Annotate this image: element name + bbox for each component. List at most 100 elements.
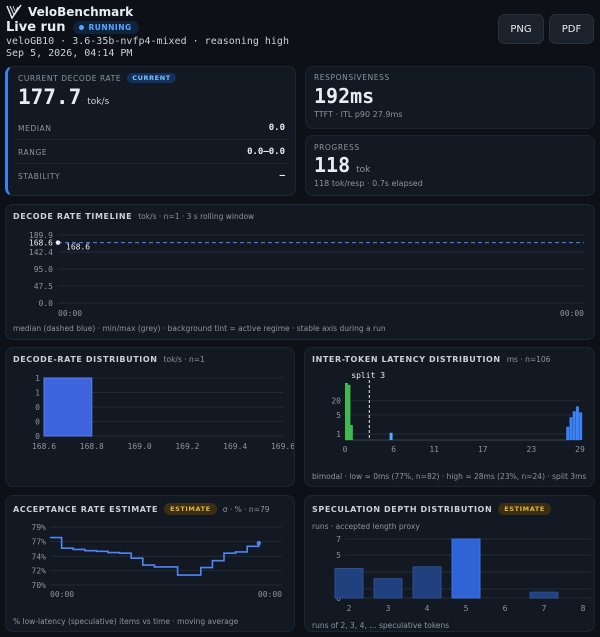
decode-card-title: CURRENT DECODE RATE [18, 73, 122, 83]
progress-value: 118 [314, 153, 351, 177]
acceptance-meta: σ · % · n=79 [222, 504, 270, 514]
timeline-footer: median (dashed blue) · min/max (grey) · … [13, 324, 386, 333]
x-tick-label: 3 [386, 604, 391, 613]
depth-bar [412, 566, 442, 599]
current-badge: CURRENT [127, 73, 176, 83]
depth-bar [334, 568, 364, 599]
itl-bar [389, 432, 393, 440]
itl-distribution-card: INTER-TOKEN LATENCY DISTRIBUTION ms · n=… [304, 347, 595, 487]
x-tick-label: 8 [581, 604, 586, 613]
itl-distribution-chart: 20 5 1 split 3 0 6 11 17 23 29 [331, 371, 585, 454]
progress-unit: tok [356, 165, 371, 175]
median-label: MEDIAN [18, 124, 52, 133]
status-badge: RUNNING [73, 21, 139, 34]
x-tick-label: 11 [429, 445, 439, 454]
x-tick-label: 0 [343, 445, 348, 454]
timeline-title: DECODE RATE TIMELINE [13, 212, 133, 221]
decode-timeline-card: DECODE RATE TIMELINE tok/s · n=1 · 3 s r… [5, 204, 595, 340]
x-tick-label: 7 [542, 604, 547, 613]
y-tick-label: 77% [32, 537, 47, 546]
export-pdf-button[interactable]: PDF [549, 14, 594, 44]
itl-bar [572, 411, 576, 440]
y-tick-label: 0 [35, 418, 40, 427]
responsiveness-detail: TTFT · ITL p90 27.9ms [314, 110, 403, 119]
header: VeloBenchmark Live run RUNNING veloGB10 … [6, 2, 594, 59]
acceptance-rate-chart: 79%77%74%72%70%00:00 00:00 [32, 523, 283, 599]
x-tick-label: 169.4 [223, 442, 247, 451]
x-tick-label: 29 [575, 445, 585, 454]
y-tick-label: 0 [35, 432, 40, 441]
progress-title: PROGRESS [314, 143, 360, 152]
y-tick-label: 47.5 [34, 282, 53, 291]
acceptance-rate-card: ACCEPTANCE RATE ESTIMATE ESTIMATE σ · % … [5, 495, 295, 632]
x-tick-label: 00:00 [58, 309, 82, 318]
page-title: Live run RUNNING [6, 20, 139, 35]
y-tick-label: 189.9 [29, 231, 53, 240]
decode-dist-title: DECODE-RATE DISTRIBUTION [13, 355, 158, 364]
decode-distribution-card: DECODE-RATE DISTRIBUTION tok/s · n=1 1 1 0… [5, 347, 295, 487]
x-tick-label: 2 [347, 604, 352, 613]
status-text: RUNNING [88, 23, 132, 32]
x-tick-label: 00:00 [50, 590, 74, 599]
decode-rate-value: 177.7 [18, 85, 82, 109]
status-dot-icon [79, 25, 85, 30]
progress-detail: 118 tok/resp · 0.7s elapsed [314, 179, 423, 188]
x-tick-label: 169.0 [128, 442, 152, 451]
speculation-depth-card: SPECULATION DEPTH DISTRIBUTION ESTIMATE … [304, 495, 595, 632]
speculation-depth-chart: 753102345678 [334, 535, 591, 613]
spec-depth-subtitle: runs · accepted length proxy [312, 522, 420, 531]
decode-rate-unit: tok/s [87, 97, 110, 107]
x-tick-label: 168.6 [32, 442, 56, 451]
itl-bar [575, 406, 579, 440]
timeline-chart: 189.9 142.4 95.0 47.5 0.0 168.6 168.6 00:00 00:0… [29, 231, 584, 318]
itl-bar [569, 417, 573, 440]
itl-bar [349, 425, 353, 440]
date-line: Sep 5, 2026, 04:14 PM [6, 48, 133, 59]
point-label: 168.6 [66, 243, 90, 252]
spec-depth-title: SPECULATION DEPTH DISTRIBUTION [312, 504, 493, 514]
itl-bar [345, 383, 348, 440]
acceptance-footer: % low-latency (speculative) items vs tim… [13, 617, 239, 626]
responsiveness-card: RESPONSIVENESS 192ms TTFT · ITL p90 27.9… [305, 66, 595, 129]
x-tick-label: 169.2 [175, 442, 199, 451]
itl-dist-meta: ms · n=106 [506, 355, 551, 364]
itl-dist-title: INTER-TOKEN LATENCY DISTRIBUTION [312, 355, 501, 364]
itl-bar [347, 384, 351, 440]
acceptance-line [50, 536, 260, 576]
y-tick-label: 20 [331, 397, 341, 406]
app-name: VeloBenchmark [28, 5, 134, 19]
estimate-badge: ESTIMATE [498, 503, 551, 515]
timeline-meta: tok/s · n=1 · 3 s rolling window [138, 212, 255, 221]
estimate-badge: ESTIMATE [164, 503, 217, 515]
median-value: 0.0 [268, 123, 285, 133]
y-tick-label: 0.0 [39, 299, 54, 308]
brand: VeloBenchmark [6, 4, 133, 20]
last-point [256, 541, 261, 546]
responsiveness-value: 192ms [314, 84, 375, 108]
y-tick-label: 1 [35, 374, 40, 383]
y-tick-label: 142.4 [29, 248, 53, 257]
acceptance-title: ACCEPTANCE RATE ESTIMATE [13, 504, 159, 514]
x-tick-label: 168.8 [80, 442, 104, 451]
itl-bar [579, 412, 583, 440]
y-tick-label: 95.0 [34, 265, 53, 274]
y-tick-label: 7 [336, 535, 341, 544]
responsiveness-title: RESPONSIVENESS [314, 73, 390, 82]
range-value: 0.0–0.0 [247, 147, 285, 157]
export-png-button[interactable]: PNG [498, 14, 544, 44]
itl-footer: bimodal · low ≈ 0ms (77%, n=82) · high ≈… [312, 472, 587, 481]
y-tick-label: 1 [35, 389, 40, 398]
y-tick-label: 0 [35, 403, 40, 412]
x-tick-label: 23 [527, 445, 537, 454]
depth-bar [451, 538, 481, 599]
depth-bar [529, 591, 559, 599]
split-label: split 3 [351, 371, 385, 380]
decode-rate-card: CURRENT DECODE RATE CURRENT 177.7 tok/s … [5, 66, 296, 196]
x-tick-label: 00:00 [560, 309, 584, 318]
x-tick-label: 4 [425, 604, 430, 613]
spec-depth-footer: runs of 2, 3, 4, … speculative tokens [312, 621, 450, 630]
data-point [55, 240, 61, 245]
range-label: RANGE [18, 148, 48, 157]
progress-card: PROGRESS 118 tok 118 tok/resp · 0.7s ela… [305, 135, 595, 196]
